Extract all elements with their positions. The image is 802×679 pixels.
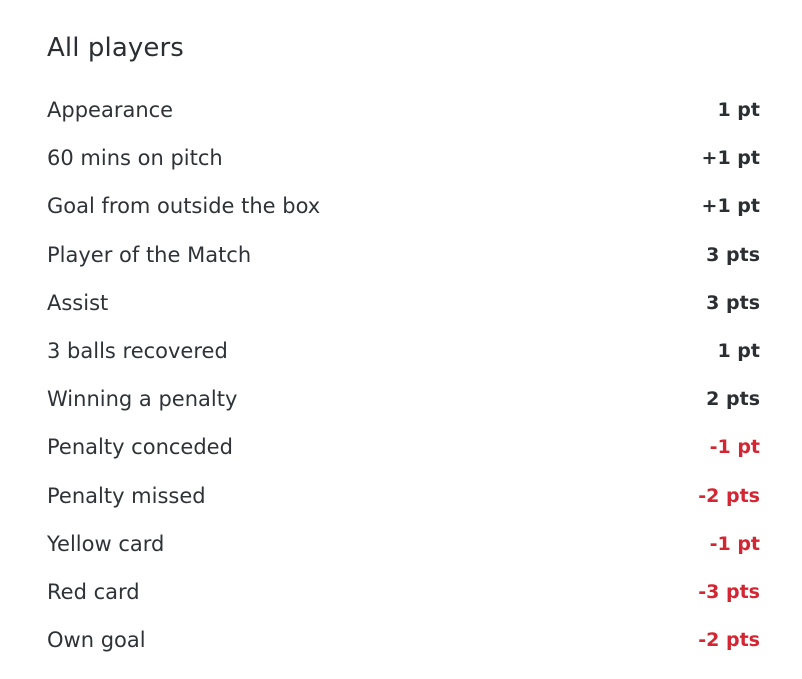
scoring-rule-row: Assist 3 pts (47, 279, 760, 327)
scoring-rule-row: Player of the Match 3 pts (47, 231, 760, 279)
rule-points: -1 pt (709, 532, 760, 555)
rule-points: 3 pts (706, 291, 760, 314)
rule-points: +1 pt (701, 195, 760, 218)
scoring-rule-row: Own goal -2 pts (47, 616, 760, 664)
rule-label: Yellow card (47, 531, 165, 556)
scoring-rule-row: Appearance 1 pt (47, 86, 760, 134)
rule-label: Penalty missed (47, 483, 206, 508)
scoring-rules-list: Appearance 1 pt 60 mins on pitch +1 pt G… (47, 86, 760, 664)
rule-label: Assist (47, 290, 109, 315)
rule-points: -2 pts (698, 484, 760, 507)
rule-label: Player of the Match (47, 242, 252, 267)
scoring-rule-row: Red card -3 pts (47, 568, 760, 616)
rule-label: Red card (47, 579, 140, 604)
rule-label: Appearance (47, 98, 174, 123)
scoring-rule-row: Goal from outside the box +1 pt (47, 182, 760, 230)
rule-points: 3 pts (706, 243, 760, 266)
rule-label: 60 mins on pitch (47, 146, 223, 171)
rule-points: 2 pts (706, 388, 760, 411)
rule-points: -3 pts (698, 580, 760, 603)
rule-points: 1 pt (717, 99, 760, 122)
rule-points: -2 pts (698, 629, 760, 652)
scoring-rule-row: Penalty conceded -1 pt (47, 423, 760, 471)
rule-label: Own goal (47, 628, 146, 653)
rule-label: Penalty conceded (47, 435, 233, 460)
rule-label: 3 balls recovered (47, 339, 228, 364)
scoring-rule-row: 3 balls recovered 1 pt (47, 327, 760, 375)
rule-points: -1 pt (709, 436, 760, 459)
rule-points: +1 pt (701, 147, 760, 170)
rule-label: Goal from outside the box (47, 194, 321, 219)
rule-label: Winning a penalty (47, 387, 238, 412)
rule-points: 1 pt (717, 340, 760, 363)
scoring-rule-row: 60 mins on pitch +1 pt (47, 134, 760, 182)
section-title: All players (47, 33, 184, 63)
scoring-rule-row: Penalty missed -2 pts (47, 472, 760, 520)
scoring-rule-row: Yellow card -1 pt (47, 520, 760, 568)
scoring-rule-row: Winning a penalty 2 pts (47, 375, 760, 423)
